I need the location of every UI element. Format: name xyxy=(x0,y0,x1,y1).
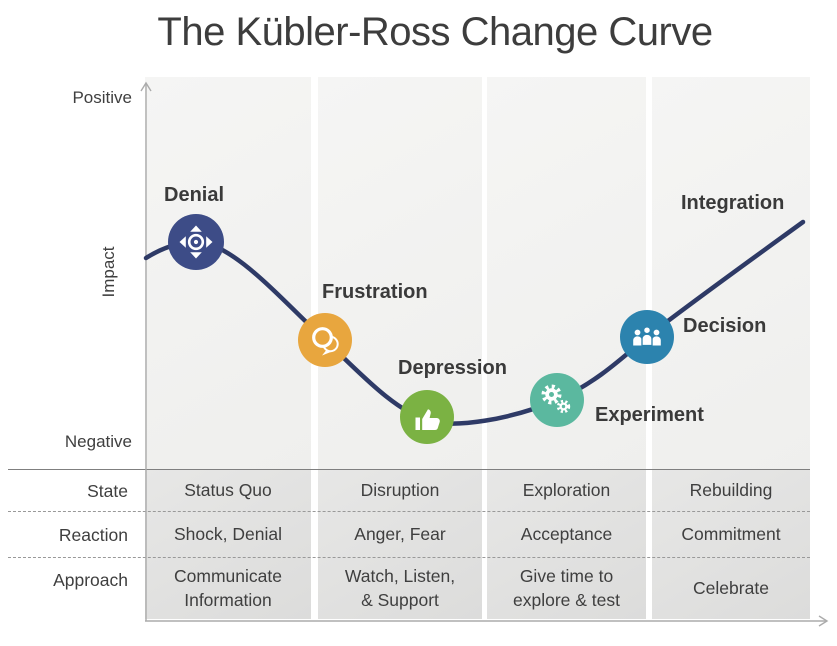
cell-state-exploration: Exploration xyxy=(522,480,611,501)
stage-label-experiment: Experiment xyxy=(595,404,704,426)
table-band-4 xyxy=(652,470,810,619)
stage-label-integration: Integration xyxy=(681,192,785,214)
cell-reaction-2: Anger, Fear xyxy=(354,524,446,545)
y-axis-positive-label: Positive xyxy=(72,88,132,107)
table-band-2 xyxy=(318,470,482,619)
column-band-2 xyxy=(318,77,482,470)
row-label-approach: Approach xyxy=(53,570,128,590)
cell-state-disruption: Disruption xyxy=(360,480,440,501)
stage-label-denial: Denial xyxy=(164,184,225,206)
row-divider-1 xyxy=(8,511,810,512)
table-band-3 xyxy=(487,470,646,619)
x-axis-arrow-icon xyxy=(818,615,829,627)
cell-state-rebuilding: Rebuilding xyxy=(689,480,773,501)
row-divider-2 xyxy=(8,557,810,558)
cell-reaction-4: Commitment xyxy=(681,524,781,545)
cell-approach-1: Communicate Information xyxy=(174,566,282,610)
table-band-1 xyxy=(145,470,311,619)
cell-state-status-quo: Status Quo xyxy=(184,480,272,501)
stage-label-depression: Depression xyxy=(398,357,507,379)
cell-reaction-3: Acceptance xyxy=(520,524,613,545)
stage-label-frustration: Frustration xyxy=(322,281,428,303)
table-top-border xyxy=(8,469,810,470)
page-title: The Kübler-Ross Change Curve xyxy=(157,10,713,54)
row-label-state: State xyxy=(87,481,128,501)
stage-label-decision: Decision xyxy=(683,315,767,337)
cell-approach-2: Watch, Listen, & Support xyxy=(344,566,456,610)
cell-reaction-1: Shock, Denial xyxy=(174,524,282,545)
row-label-reaction: Reaction xyxy=(58,525,128,545)
y-axis-title: Impact xyxy=(99,246,118,298)
cell-approach-3: Give time to explore & test xyxy=(513,566,620,610)
column-band-1 xyxy=(145,77,311,470)
y-axis-negative-label: Negative xyxy=(64,432,132,451)
cell-approach-4: Celebrate xyxy=(693,577,769,598)
